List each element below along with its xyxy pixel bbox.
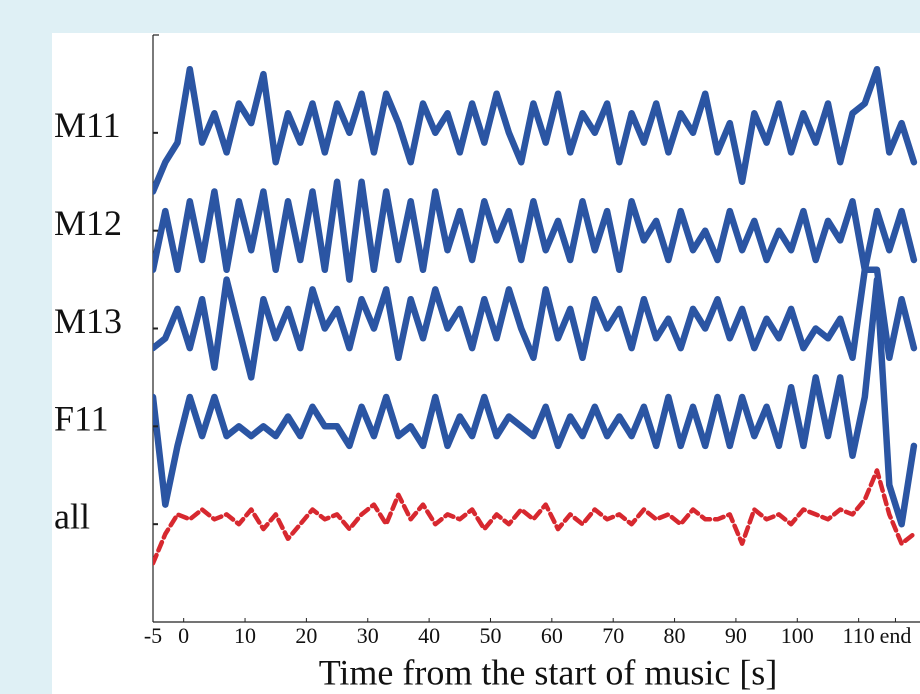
x-axis-label: Time from the start of music [s] xyxy=(319,652,778,692)
plot-lines xyxy=(153,65,918,566)
x-tick-label: 110 xyxy=(843,623,875,648)
series-line xyxy=(153,266,918,381)
x-tick-label: 20 xyxy=(295,623,317,648)
series-line xyxy=(153,65,918,195)
x-tick-label: 0 xyxy=(178,623,189,648)
x-tick-label: 30 xyxy=(357,623,379,648)
y-tick-label: F11 xyxy=(54,399,109,439)
y-tick-label: M11 xyxy=(54,105,121,145)
series-line xyxy=(153,178,918,283)
x-tick-label: 90 xyxy=(725,623,747,648)
x-tick-label: 40 xyxy=(418,623,440,648)
x-tick-label: 100 xyxy=(781,623,814,648)
x-tick-label: -5 xyxy=(144,623,162,648)
x-tick-label: 60 xyxy=(541,623,563,648)
x-tick-label: 50 xyxy=(479,623,501,648)
series-line xyxy=(153,468,917,566)
x-tick-label: end xyxy=(880,623,912,648)
y-tick-label: M13 xyxy=(54,301,122,341)
x-tick-label: 10 xyxy=(234,623,256,648)
x-tick-label: 80 xyxy=(664,623,686,648)
y-tick-label: M12 xyxy=(54,203,122,243)
x-tick-label: 70 xyxy=(602,623,624,648)
series-line xyxy=(153,276,918,528)
y-tick-label: all xyxy=(54,496,90,536)
